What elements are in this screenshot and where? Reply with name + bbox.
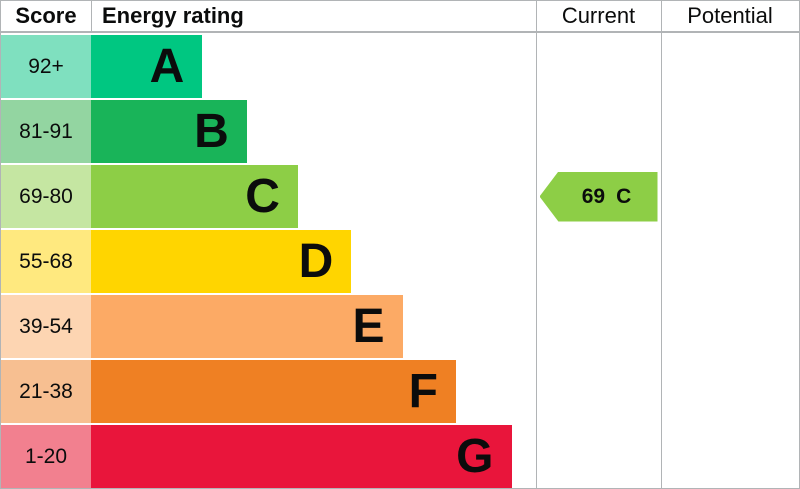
current-rating-value: 69 <box>581 184 606 208</box>
band-row-g: 1-20 G <box>1 425 799 488</box>
score-range-d: 55-68 <box>1 230 91 293</box>
rating-bands: 92+ A 81-91 B 69-80 C 69 C 55-68 D 39-54 E 21-38 F 1-2… <box>1 35 799 488</box>
bar-area-d: D <box>91 230 536 293</box>
current-rating-arrow: 69 C <box>539 171 658 222</box>
potential-cell-c <box>661 165 799 228</box>
current-cell-d <box>536 230 661 293</box>
potential-cell-e <box>661 295 799 358</box>
current-cell-e <box>536 295 661 358</box>
current-column-divider <box>536 1 537 488</box>
band-row-c: 69-80 C 69 C <box>1 165 799 230</box>
potential-cell-d <box>661 230 799 293</box>
rating-bar-e: E <box>91 295 403 358</box>
score-column-header: Score <box>15 3 77 28</box>
rating-bar-b: B <box>91 100 247 163</box>
score-range-e: 39-54 <box>1 295 91 358</box>
current-column-header: Current <box>561 3 636 28</box>
current-cell-g <box>536 425 661 488</box>
band-row-a: 92+ A <box>1 35 799 100</box>
bar-area-g: G <box>91 425 536 488</box>
score-range-f: 21-38 <box>1 360 91 423</box>
potential-cell-g <box>661 425 799 488</box>
rating-bar-f: F <box>91 360 456 423</box>
bar-area-c: C <box>91 165 536 228</box>
score-range-g: 1-20 <box>1 425 91 488</box>
band-letter-e: E <box>352 299 385 353</box>
band-row-e: 39-54 E <box>1 295 799 360</box>
energy-rating-column-header: Energy rating <box>91 1 536 31</box>
band-row-f: 21-38 F <box>1 360 799 425</box>
current-cell-c: 69 C <box>536 165 661 228</box>
bar-area-a: A <box>91 35 536 98</box>
potential-cell-a <box>661 35 799 98</box>
band-row-b: 81-91 B <box>1 100 799 165</box>
current-rating-letter: C <box>616 184 632 208</box>
band-letter-a: A <box>149 39 185 93</box>
potential-column-header: Potential <box>687 3 773 28</box>
current-cell-b <box>536 100 661 163</box>
rating-bar-c: C <box>91 165 298 228</box>
band-letter-f: F <box>408 364 438 418</box>
bar-area-b: B <box>91 100 536 163</box>
bar-area-e: E <box>91 295 536 358</box>
potential-cell-f <box>661 360 799 423</box>
current-cell-a <box>536 35 661 98</box>
current-cell-f <box>536 360 661 423</box>
bar-area-f: F <box>91 360 536 423</box>
score-range-b: 81-91 <box>1 100 91 163</box>
potential-column-divider <box>661 1 662 488</box>
rating-bar-d: D <box>91 230 352 293</box>
rating-bar-a: A <box>91 35 203 98</box>
band-letter-d: D <box>298 234 334 288</box>
band-letter-g: G <box>456 429 494 483</box>
band-row-d: 55-68 D <box>1 230 799 295</box>
rating-bar-g: G <box>91 425 512 488</box>
score-range-c: 69-80 <box>1 165 91 228</box>
chart-header: Score Energy rating Current Potential <box>1 1 799 33</box>
score-range-a: 92+ <box>1 35 91 98</box>
band-letter-c: C <box>245 169 280 223</box>
potential-cell-b <box>661 100 799 163</box>
band-letter-b: B <box>194 104 229 158</box>
